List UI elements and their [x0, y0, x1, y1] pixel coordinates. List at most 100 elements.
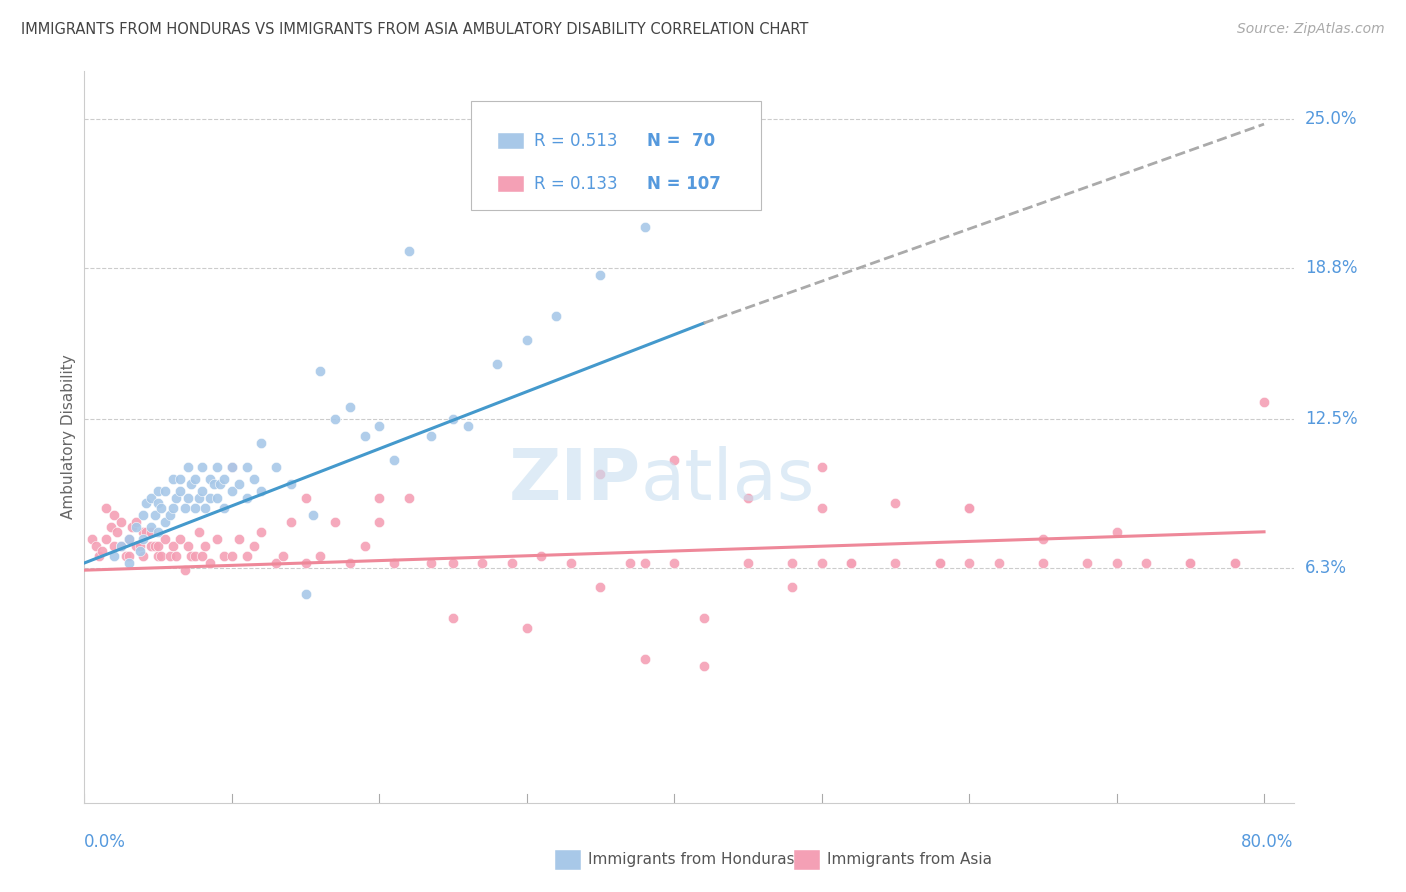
Point: [294, 491, 316, 506]
Point: [155, 515, 177, 529]
Point: [100, 520, 122, 534]
Point: [1032, 556, 1054, 570]
Point: [129, 544, 152, 558]
Y-axis label: Ambulatory Disability: Ambulatory Disability: [60, 355, 76, 519]
Point: [146, 496, 169, 510]
Point: [117, 532, 139, 546]
Point: [280, 515, 302, 529]
Point: [205, 491, 228, 506]
Point: [589, 580, 612, 594]
Point: [202, 476, 225, 491]
Point: [501, 556, 523, 570]
Point: [692, 611, 714, 625]
Point: [692, 659, 714, 673]
Point: [184, 549, 207, 563]
Point: [619, 556, 641, 570]
Point: [194, 500, 217, 515]
Point: [139, 539, 162, 553]
Point: [110, 539, 132, 553]
Point: [634, 652, 657, 666]
Point: [117, 549, 139, 563]
Point: [302, 508, 325, 522]
Point: [96, 500, 118, 515]
Text: atlas: atlas: [641, 447, 815, 516]
Point: [560, 556, 582, 570]
Text: Immigrants from Asia: Immigrants from Asia: [827, 853, 991, 867]
Point: [530, 549, 553, 563]
Point: [339, 400, 361, 414]
Point: [634, 556, 657, 570]
Point: [169, 483, 191, 498]
Point: [173, 563, 195, 577]
Point: [250, 524, 273, 539]
Point: [146, 483, 169, 498]
Point: [84, 539, 107, 553]
Bar: [498, 176, 524, 192]
Point: [1253, 395, 1275, 409]
Text: IMMIGRANTS FROM HONDURAS VS IMMIGRANTS FROM ASIA AMBULATORY DISABILITY CORRELATI: IMMIGRANTS FROM HONDURAS VS IMMIGRANTS F…: [21, 22, 808, 37]
Point: [457, 419, 479, 434]
Point: [957, 556, 980, 570]
Point: [194, 539, 217, 553]
Point: [208, 476, 231, 491]
Text: N = 107: N = 107: [647, 175, 720, 193]
Point: [810, 460, 832, 475]
Point: [419, 556, 441, 570]
Point: [143, 539, 166, 553]
Point: [162, 539, 184, 553]
Point: [143, 508, 166, 522]
Point: [103, 539, 125, 553]
Point: [1180, 556, 1202, 570]
Point: [110, 539, 132, 553]
Point: [309, 364, 332, 378]
Point: [184, 500, 207, 515]
Point: [191, 483, 214, 498]
Point: [103, 549, 125, 563]
Point: [323, 412, 346, 426]
Point: [1105, 556, 1128, 570]
Point: [780, 556, 803, 570]
Point: [121, 520, 143, 534]
Point: [198, 556, 221, 570]
Point: [150, 549, 173, 563]
Point: [165, 549, 187, 563]
Point: [368, 491, 391, 506]
Point: [243, 539, 266, 553]
Point: [180, 476, 202, 491]
Point: [273, 549, 295, 563]
Point: [221, 549, 243, 563]
Point: [294, 587, 316, 601]
Text: 80.0%: 80.0%: [1241, 833, 1294, 851]
Point: [839, 556, 862, 570]
Point: [205, 532, 228, 546]
Point: [589, 268, 612, 283]
Text: ZIP: ZIP: [509, 447, 641, 516]
Point: [264, 460, 287, 475]
Point: [155, 483, 177, 498]
Point: [180, 549, 202, 563]
Point: [1223, 556, 1246, 570]
Text: 18.8%: 18.8%: [1305, 259, 1357, 277]
Point: [198, 472, 221, 486]
Point: [132, 524, 155, 539]
Point: [80, 532, 103, 546]
Point: [987, 556, 1010, 570]
Point: [737, 491, 759, 506]
Point: [132, 549, 155, 563]
Point: [150, 500, 173, 515]
Point: [205, 460, 228, 475]
Point: [173, 500, 195, 515]
Point: [309, 549, 332, 563]
Point: [516, 333, 538, 347]
Point: [114, 549, 136, 563]
Point: [957, 500, 980, 515]
Point: [441, 556, 464, 570]
Point: [162, 500, 184, 515]
Point: [810, 500, 832, 515]
Point: [368, 515, 391, 529]
Point: [1076, 556, 1098, 570]
Point: [184, 472, 207, 486]
Point: [1223, 556, 1246, 570]
Point: [87, 549, 110, 563]
Point: [169, 472, 191, 486]
